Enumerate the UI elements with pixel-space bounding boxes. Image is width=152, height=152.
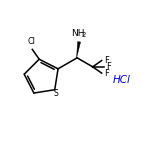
Text: S: S bbox=[54, 89, 59, 98]
Text: F: F bbox=[106, 62, 111, 71]
Text: 2: 2 bbox=[82, 32, 86, 38]
Text: Cl: Cl bbox=[27, 37, 35, 46]
Text: F: F bbox=[104, 56, 109, 65]
Text: HCl: HCl bbox=[113, 75, 131, 85]
Text: F: F bbox=[104, 69, 109, 78]
Polygon shape bbox=[77, 42, 81, 58]
Text: NH: NH bbox=[71, 29, 85, 38]
